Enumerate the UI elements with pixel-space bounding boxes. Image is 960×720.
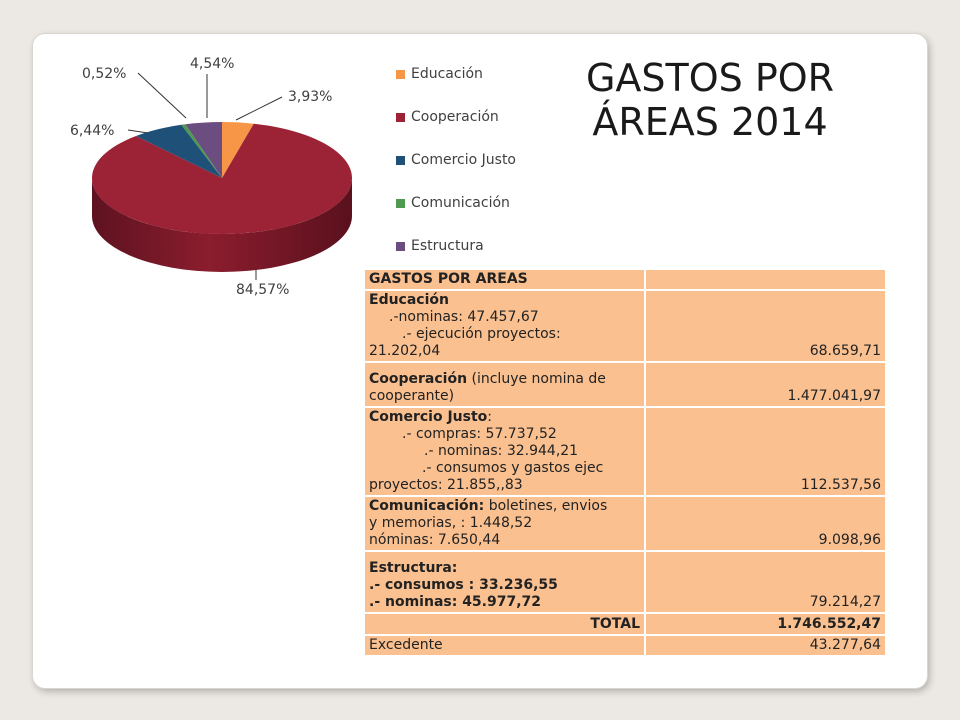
leader-line-educacion (235, 96, 283, 121)
data-label-educacion: 3,93% (288, 89, 332, 105)
legend-swatch-comercio (396, 156, 405, 165)
legend-swatch-comunicacion (396, 199, 405, 208)
table-row-total: TOTAL 1.746.552,47 (363, 612, 887, 636)
excedente-value: 43.277,64 (644, 634, 887, 657)
pie-slice-comunicacion (181, 124, 222, 178)
expenses-table: GASTOS POR AREAS Educación .-nominas: 47… (363, 268, 887, 657)
legend-item-comunicacion: Comunicación (396, 193, 516, 236)
table-header-row: GASTOS POR AREAS (363, 268, 887, 291)
pie-slice-cooperacion (91, 123, 353, 235)
chart-legend: Educación Cooperación Comercio Justo Com… (396, 64, 516, 279)
comercio-cell: Comercio Justo: .- compras: 57.737,52 .-… (363, 406, 646, 497)
pie-slice-comercio (136, 124, 222, 178)
data-label-comunicacion: 0,52% (82, 66, 126, 82)
cooperacion-cell: Cooperación (incluye nomina de cooperant… (363, 361, 646, 408)
legend-label-estructura: Estructura (411, 238, 484, 254)
educacion-cell: Educación .-nominas: 47.457,67 .- ejecuc… (363, 289, 646, 363)
pie-slice-educacion (222, 122, 254, 178)
legend-item-comercio: Comercio Justo (396, 150, 516, 193)
cooperacion-total: 1.477.041,97 (644, 361, 887, 408)
data-label-comercio: 6,44% (70, 123, 114, 139)
legend-label-comercio: Comercio Justo (411, 152, 516, 168)
legend-swatch-cooperacion (396, 113, 405, 122)
table-row-comercio: Comercio Justo: .- compras: 57.737,52 .-… (363, 406, 887, 497)
estructura-cell: Estructura: .- consumos : 33.236,55 .- n… (363, 550, 646, 614)
data-label-cooperacion: 84,57% (236, 282, 289, 298)
legend-label-educacion: Educación (411, 66, 483, 82)
table-row-estructura: Estructura: .- consumos : 33.236,55 .- n… (363, 550, 887, 614)
comunicacion-cell: Comunicación: boletines, envios y memori… (363, 495, 646, 552)
table-header: GASTOS POR AREAS (363, 268, 646, 291)
legend-label-comunicacion: Comunicación (411, 195, 510, 211)
legend-swatch-estructura (396, 242, 405, 251)
legend-item-cooperacion: Cooperación (396, 107, 516, 150)
slide-title: GASTOS POR ÁREAS 2014 (585, 56, 835, 144)
estructura-total: 79.214,27 (644, 550, 887, 614)
table-row-excedente: Excedente 43.277,64 (363, 634, 887, 657)
educacion-total: 68.659,71 (644, 289, 887, 363)
table-header-value (644, 268, 887, 291)
legend-item-estructura: Estructura (396, 236, 516, 279)
leader-line-comercio (127, 129, 149, 134)
table-row-educacion: Educación .-nominas: 47.457,67 .- ejecuc… (363, 289, 887, 363)
comercio-total: 112.537,56 (644, 406, 887, 497)
pie-side-cooperacion (92, 178, 352, 272)
leader-line-comunicacion (137, 72, 187, 119)
data-label-estructura: 4,54% (190, 56, 234, 72)
legend-swatch-educacion (396, 70, 405, 79)
excedente-label: Excedente (363, 634, 646, 657)
table-row-cooperacion: Cooperación (incluye nomina de cooperant… (363, 361, 887, 408)
total-label: TOTAL (363, 612, 646, 636)
legend-label-cooperacion: Cooperación (411, 109, 499, 125)
pie-slice-estructura (185, 122, 222, 178)
comunicacion-total: 9.098,96 (644, 495, 887, 552)
legend-item-educacion: Educación (396, 64, 516, 107)
total-value: 1.746.552,47 (644, 612, 887, 636)
table-row-comunicacion: Comunicación: boletines, envios y memori… (363, 495, 887, 552)
